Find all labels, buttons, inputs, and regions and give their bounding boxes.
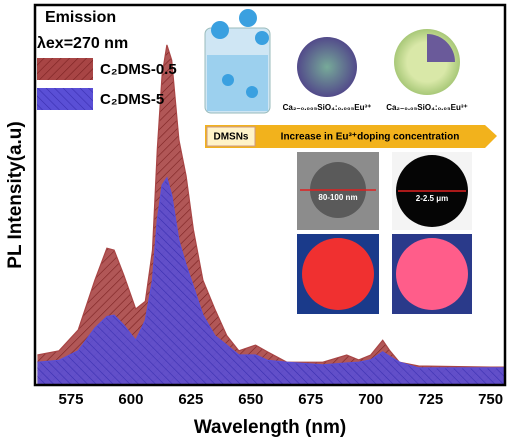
annotation: Ca₂₋₀.₀₀₅SiO₄:₀.₀₀₅Eu³⁺ (283, 103, 372, 112)
y-axis-label: PL Intensity(a.u) (5, 121, 26, 268)
label-box (206, 126, 256, 147)
x-tick-label: 575 (58, 391, 83, 408)
x-tick-label: 650 (238, 391, 263, 408)
x-tick-label: 625 (178, 391, 203, 408)
legend-swatch-hatch (37, 58, 93, 80)
arrow (205, 125, 497, 148)
particle (246, 86, 258, 98)
beaker-liquid (207, 55, 268, 111)
x-tick-label: 750 (478, 391, 503, 408)
annotation: Ca₂₋₀.₀₅SiO₄:₀.₀₅Eu³⁺ (386, 103, 468, 112)
legend-title: λex=270 nm (37, 35, 128, 52)
x-tick-label: 700 (358, 391, 383, 408)
particle (255, 31, 269, 45)
texts: DMSNs Increase in Eu³⁺doping concentrati… (5, 9, 468, 438)
particle (211, 21, 229, 39)
x-tick-label: 600 (118, 391, 143, 408)
legend-title: Emission (45, 9, 116, 26)
annotation: 2-2.5 μm (416, 194, 448, 203)
x-tick-label: 725 (418, 391, 443, 408)
x-tick-label: 675 (298, 391, 323, 408)
insets (204, 9, 497, 314)
nanoparticle (297, 37, 357, 97)
legend-label: C₂DMS-5 (100, 91, 164, 108)
particle (239, 9, 257, 27)
annotation: DMSNs (213, 132, 248, 143)
x-axis-label: Wavelength (nm) (194, 417, 346, 438)
annotation: 80-100 nm (318, 193, 357, 202)
area-hatch (37, 177, 506, 385)
annotation: Increase in Eu³⁺doping concentration (281, 132, 460, 143)
plot-frame (33, 3, 507, 387)
photo-glow (302, 238, 374, 310)
series-line (37, 176, 505, 369)
legend-label: C₂DMS-0.5 (100, 61, 177, 78)
series-line (37, 44, 505, 368)
particle (222, 74, 234, 86)
photo-glow (396, 238, 468, 310)
sphere-cut (427, 34, 455, 62)
legend-swatch-hatch (37, 88, 93, 110)
